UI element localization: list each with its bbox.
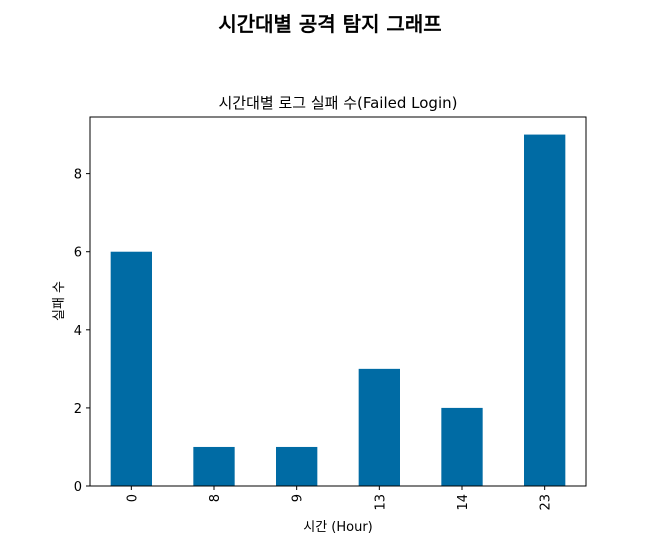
bar-hour-14: [441, 407, 483, 486]
y-axis-label: 실패 수: [52, 281, 67, 321]
y-axis: 0 2 4 6 8: [74, 168, 90, 495]
y-tick-label-2: 2: [74, 402, 82, 417]
chart-title: 시간대별 로그 실패 수(Failed Login): [219, 94, 458, 112]
y-tick-label-0: 0: [74, 480, 82, 495]
x-tick-label-0: 0: [125, 494, 140, 502]
bar-hour-0: [110, 251, 152, 486]
x-tick-label-23: 23: [539, 494, 554, 511]
figure-suptitle: 시간대별 공격 탐지 그래프: [218, 12, 441, 36]
y-tick-label-6: 6: [74, 246, 82, 261]
y-tick-label-8: 8: [74, 168, 82, 183]
y-tick-label-4: 4: [74, 324, 82, 339]
x-tick-label-14: 14: [456, 494, 471, 511]
bars-group: [110, 134, 566, 487]
x-tick-label-13: 13: [373, 494, 388, 511]
plot-frame: [89, 116, 587, 487]
x-axis: 0 8 9 13 14 23: [125, 486, 554, 511]
x-tick-label-8: 8: [208, 494, 223, 502]
bar-hour-13: [358, 368, 400, 486]
x-tick-label-9: 9: [291, 494, 306, 502]
bar-hour-23: [524, 134, 566, 487]
bar-hour-9: [276, 446, 318, 486]
bar-hour-8: [193, 446, 235, 486]
x-axis-label: 시간 (Hour): [303, 520, 373, 535]
